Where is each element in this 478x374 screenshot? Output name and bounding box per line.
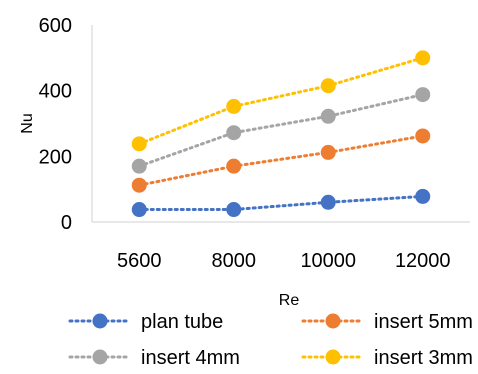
x-tick-label: 10000: [300, 250, 356, 272]
data-point: [320, 108, 336, 124]
legend-label: plan tube: [141, 311, 223, 333]
data-point: [131, 136, 147, 152]
x-tick-label: 8000: [212, 250, 257, 272]
x-axis-title: Re: [279, 292, 300, 309]
series-line-2: [137, 93, 425, 168]
y-tick-label: 400: [39, 81, 72, 103]
data-point: [131, 202, 147, 218]
legend-label: insert 4mm: [141, 347, 240, 369]
data-point: [415, 87, 431, 103]
data-point: [131, 158, 147, 174]
series-line-3: [137, 56, 425, 146]
x-tick-label: 12000: [395, 250, 451, 272]
data-point: [320, 194, 336, 210]
legend-marker: [92, 349, 108, 365]
data-point: [226, 158, 242, 174]
y-axis-title: Nu: [19, 113, 36, 133]
data-point: [226, 202, 242, 218]
x-tick-label: 5600: [117, 250, 162, 272]
data-point: [415, 50, 431, 66]
series-line-1: [137, 134, 425, 187]
legend-marker: [325, 313, 341, 329]
y-tick-label: 0: [61, 212, 72, 234]
data-point: [226, 125, 242, 141]
data-point: [226, 98, 242, 114]
data-point: [415, 128, 431, 144]
legend-label: insert 3mm: [374, 347, 473, 369]
legend-marker: [325, 349, 341, 365]
legend-label: insert 5mm: [374, 311, 473, 333]
data-point: [131, 177, 147, 193]
y-tick-label: 200: [39, 146, 72, 168]
data-point: [320, 144, 336, 160]
data-point: [320, 78, 336, 94]
legend-marker: [92, 313, 108, 329]
y-tick-label: 600: [39, 15, 72, 37]
data-point: [415, 188, 431, 204]
series-line-0: [137, 194, 425, 212]
